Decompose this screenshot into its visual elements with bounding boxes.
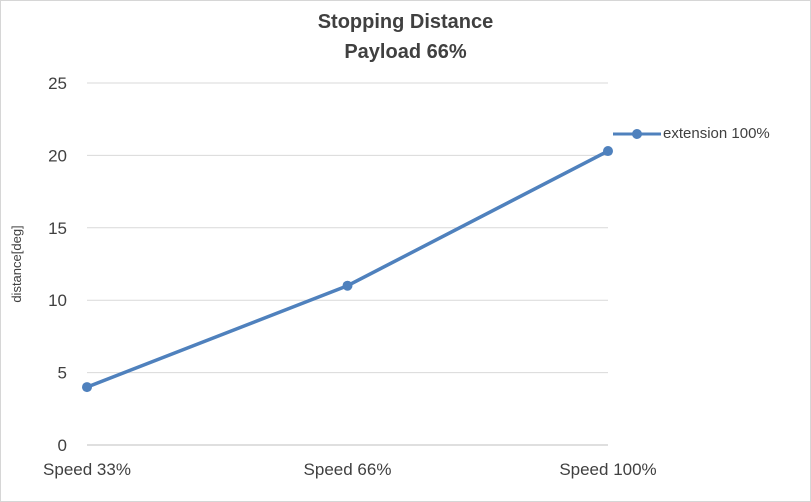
y-axis-title: distance[deg] bbox=[9, 225, 24, 302]
y-tick-label: 25 bbox=[48, 74, 67, 93]
y-tick-label: 20 bbox=[48, 146, 67, 165]
x-tick-label: Speed 33% bbox=[43, 460, 131, 479]
legend-marker-icon bbox=[613, 128, 661, 139]
legend: extension 100% bbox=[613, 125, 770, 142]
legend-label: extension 100% bbox=[663, 125, 770, 142]
x-tick-label: Speed 100% bbox=[559, 460, 656, 479]
y-tick-label: 5 bbox=[58, 364, 67, 383]
x-tick-label: Speed 66% bbox=[304, 460, 392, 479]
y-tick-label: 0 bbox=[58, 436, 67, 455]
data-point-marker bbox=[603, 146, 613, 157]
series-line bbox=[85, 149, 610, 389]
y-tick-label: 15 bbox=[48, 219, 67, 238]
y-tick-label: 10 bbox=[48, 291, 67, 310]
data-point-marker bbox=[342, 280, 353, 291]
data-point-marker bbox=[82, 382, 92, 393]
